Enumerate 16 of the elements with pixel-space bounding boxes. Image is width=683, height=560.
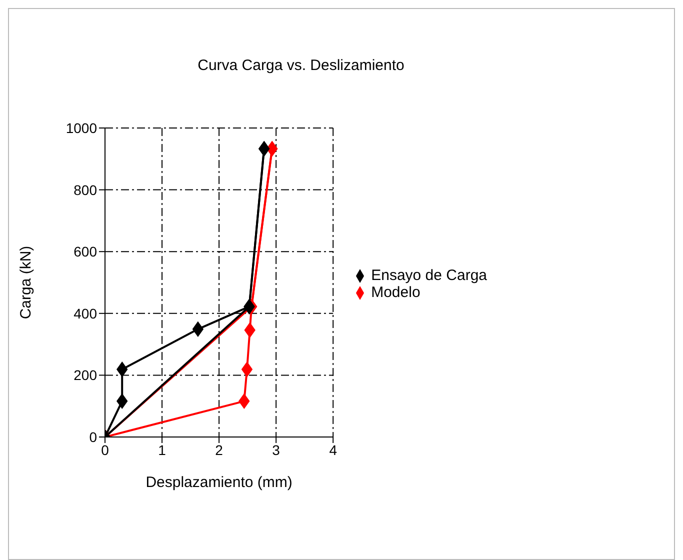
y-axis-title: Carga (kN) [17, 246, 34, 320]
x-axis-title: Desplazamiento (mm) [146, 474, 292, 491]
x-tick-label: 4 [329, 442, 338, 458]
x-tick-label: 1 [158, 442, 166, 458]
y-tick-label: 1000 [66, 120, 98, 136]
legend-label: Ensayo de Carga [371, 267, 487, 284]
x-tick-label: 3 [272, 442, 280, 458]
y-tick-label: 600 [74, 244, 98, 260]
x-tick-label: 0 [101, 442, 110, 458]
y-tick-label: 200 [74, 367, 98, 384]
legend-label: Modelo [371, 284, 420, 301]
y-tick-label: 800 [74, 182, 98, 198]
x-tick-label: 2 [215, 442, 224, 458]
y-tick-label: 0 [89, 428, 98, 445]
chart-title: Curva Carga vs. Deslizamiento [196, 57, 406, 74]
y-tick-label: 400 [74, 305, 98, 322]
